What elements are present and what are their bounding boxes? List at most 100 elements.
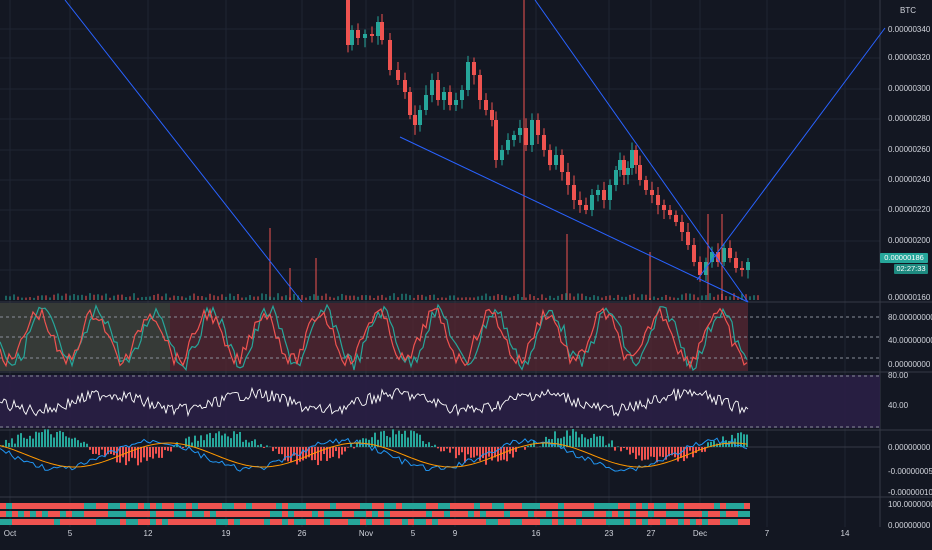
- bottom-tick: 100.00000000: [888, 500, 932, 509]
- macd-histogram-bar: [101, 447, 103, 450]
- macd-histogram-bar: [164, 447, 166, 451]
- macd-histogram-bar: [422, 441, 424, 447]
- macd-histogram-bar: [506, 447, 508, 462]
- ribbon-segment: [654, 511, 660, 517]
- macd-histogram-bar: [302, 447, 304, 461]
- price-candle: [448, 92, 452, 105]
- ribbon-segment: [78, 503, 84, 509]
- macd-histogram-bar: [122, 447, 124, 458]
- ribbon-segment: [732, 519, 738, 525]
- trendline: [399, 136, 749, 303]
- volume-bar: [473, 297, 475, 300]
- ribbon-segment: [528, 511, 534, 517]
- volume-bar: [477, 296, 479, 300]
- ribbon-segment: [558, 503, 564, 509]
- ribbon-segment: [336, 503, 342, 509]
- macd-histogram-bar: [566, 430, 568, 447]
- ribbon-segment: [486, 503, 492, 509]
- ribbon-segment: [348, 519, 354, 525]
- macd-histogram-bar: [95, 447, 97, 454]
- volume-bar: [517, 294, 519, 300]
- macd-histogram-bar: [155, 447, 157, 454]
- symbol-label: BTC: [900, 6, 916, 15]
- ribbon-segment: [204, 503, 210, 509]
- volume-bar: [73, 294, 75, 300]
- macd-histogram-bar: [272, 447, 274, 452]
- macd-histogram-bar: [20, 433, 22, 447]
- ribbon-segment: [498, 511, 504, 517]
- macd-histogram-bar: [497, 447, 499, 462]
- volume-bar: [397, 297, 399, 300]
- ribbon-segment: [576, 503, 582, 509]
- macd-histogram-bar: [626, 447, 628, 450]
- volume-bar: [109, 297, 111, 300]
- price-candle: [350, 30, 354, 45]
- volume-bar: [553, 297, 555, 300]
- price-tick: 0.00000280: [888, 114, 931, 123]
- macd-histogram-bar: [569, 435, 571, 447]
- ribbon-segment: [168, 511, 174, 517]
- ribbon-segment: [270, 519, 276, 525]
- macd-histogram-bar: [287, 447, 289, 462]
- macd-histogram-bar: [197, 440, 199, 447]
- ribbon-segment: [270, 503, 276, 509]
- ribbon-segment: [138, 511, 144, 517]
- volume-bar: [609, 295, 611, 300]
- ribbon-segment: [432, 519, 438, 525]
- macd-histogram-bar: [62, 432, 64, 447]
- ribbon-segment: [246, 519, 252, 525]
- volume-bar: [537, 297, 539, 300]
- volume-bar: [49, 297, 51, 300]
- macd-histogram-bar: [527, 445, 529, 447]
- volume-bar: [45, 295, 47, 300]
- price-candle: [388, 40, 392, 70]
- ribbon-segment: [66, 519, 72, 525]
- volume-bar: [401, 293, 403, 300]
- time-tick: 7: [764, 529, 770, 538]
- volume-bar: [177, 295, 179, 300]
- macd-histogram-bar: [14, 443, 16, 447]
- price-candle: [370, 34, 374, 36]
- ribbon-segment: [648, 511, 654, 517]
- ribbon-segment: [174, 503, 180, 509]
- ribbon-segment: [312, 511, 318, 517]
- ribbon-segment: [402, 519, 408, 525]
- macd-histogram-bar: [149, 447, 151, 458]
- macd-histogram-bar: [278, 447, 280, 454]
- ribbon-segment: [342, 503, 348, 509]
- price-candle: [710, 252, 714, 262]
- macd-histogram-bar: [638, 447, 640, 456]
- volume-bar: [337, 296, 339, 300]
- macd-histogram-bar: [32, 438, 34, 447]
- ribbon-segment: [324, 503, 330, 509]
- volume-bar: [201, 296, 203, 300]
- volume-bar: [233, 296, 235, 300]
- ribbon-segment: [420, 511, 426, 517]
- macd-histogram-bar: [584, 437, 586, 447]
- volume-bar: [557, 295, 559, 300]
- ribbon-segment: [732, 503, 738, 509]
- ribbon-segment: [102, 503, 108, 509]
- ribbon-segment: [360, 511, 366, 517]
- volume-bar: [433, 294, 435, 300]
- ribbon-segment: [288, 503, 294, 509]
- ribbon-segment: [738, 511, 744, 517]
- ribbon-segment: [726, 511, 732, 517]
- ribbon-segment: [102, 519, 108, 525]
- volume-bar: [81, 294, 83, 300]
- ribbon-segment: [456, 511, 462, 517]
- macd-histogram-bar: [68, 437, 70, 447]
- ribbon-segment: [666, 511, 672, 517]
- volume-bar: [221, 294, 223, 300]
- volume-bar: [249, 295, 251, 300]
- ribbon-segment: [384, 519, 390, 525]
- ribbon-segment: [54, 511, 60, 517]
- ribbon-segment: [570, 511, 576, 517]
- macd-histogram-bar: [383, 430, 385, 447]
- ribbon-segment: [108, 519, 114, 525]
- ribbon-segment: [720, 519, 726, 525]
- volume-bar: [185, 297, 187, 300]
- ribbon-segment: [300, 503, 306, 509]
- volume-bar: [705, 295, 707, 300]
